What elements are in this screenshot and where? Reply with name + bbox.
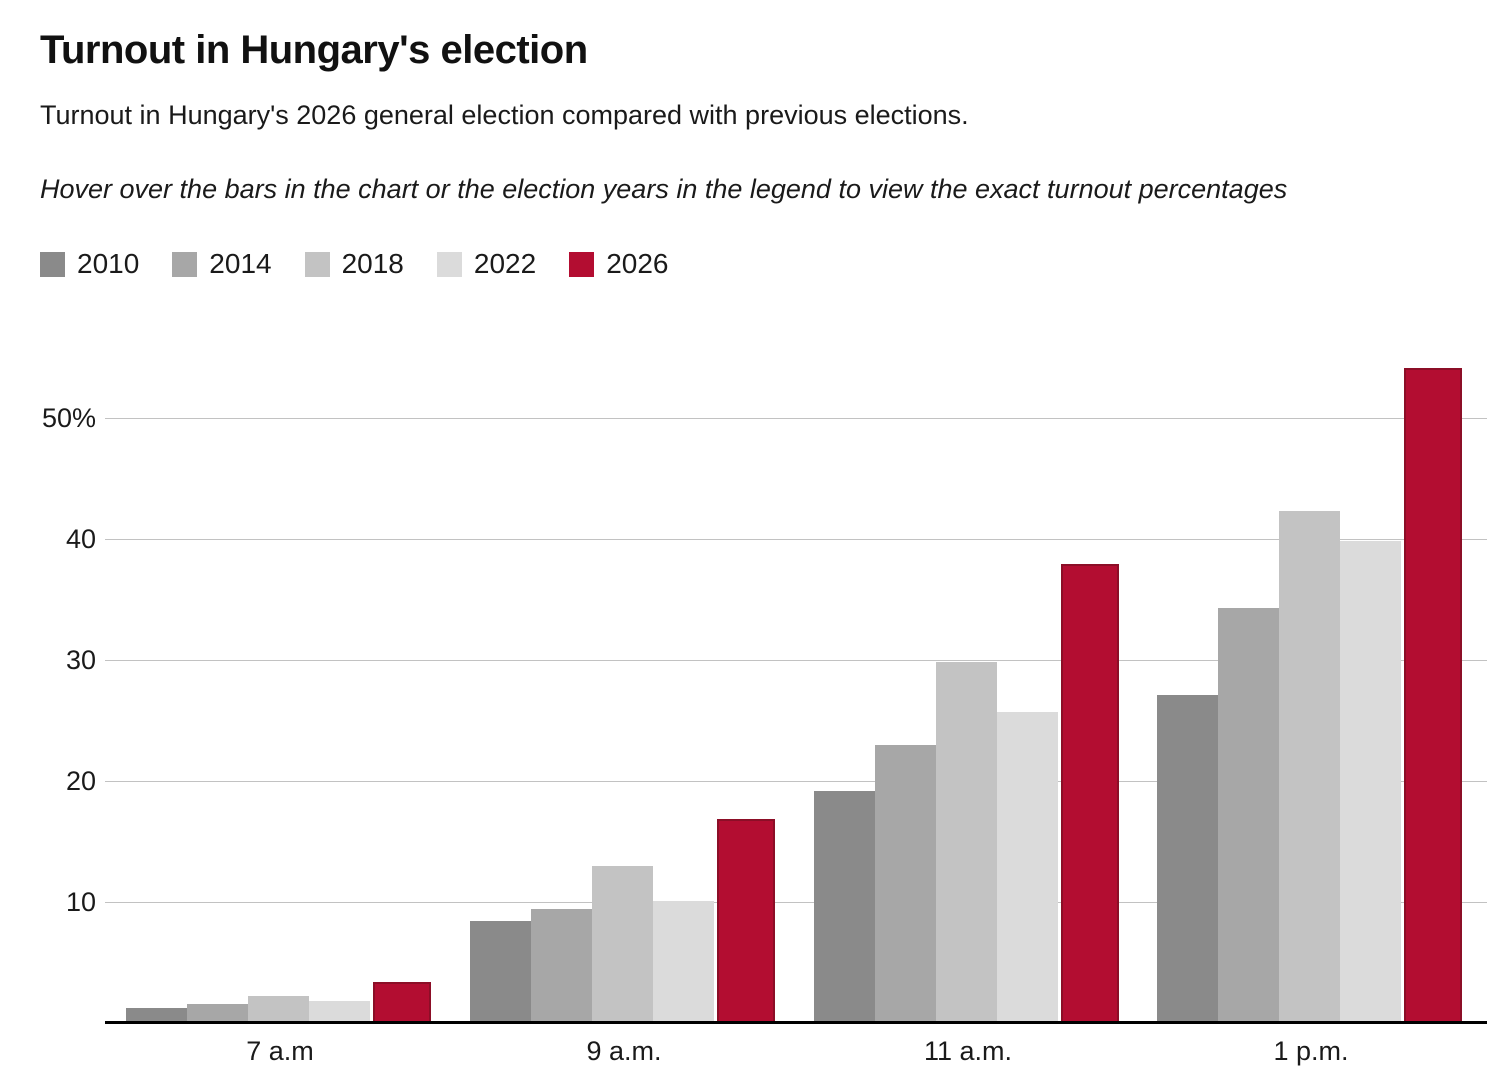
bar-2026-1pm[interactable]	[1404, 368, 1462, 1023]
bar-2018-9am[interactable]	[592, 865, 653, 1023]
gridline-20	[105, 780, 1487, 782]
bar-2010-11am[interactable]	[814, 790, 875, 1023]
legend-swatch-2018	[304, 251, 330, 277]
legend-item-2010[interactable]: 2010	[40, 248, 139, 280]
bar-2014-9am[interactable]	[531, 909, 592, 1023]
x-axis-label: 1 p.m.	[1273, 1036, 1349, 1066]
legend-item-2022[interactable]: 2022	[436, 248, 537, 280]
y-axis-tick-label: 20	[65, 766, 96, 796]
chart-subtitle: Turnout in Hungary's 2026 general electi…	[40, 100, 969, 130]
bar-2018-1pm[interactable]	[1279, 511, 1340, 1023]
bar-2018-7am[interactable]	[248, 996, 309, 1023]
y-axis-tick-label: 10	[65, 887, 96, 917]
legend-item-2014[interactable]: 2014	[172, 248, 272, 280]
legend-label: 2014	[209, 248, 272, 279]
bar-2022-1pm[interactable]	[1340, 541, 1401, 1023]
legend-label: 2022	[473, 248, 537, 279]
bar-2022-11am[interactable]	[997, 712, 1058, 1023]
y-axis-tick-label: 50%	[41, 403, 96, 433]
bar-2022-7am[interactable]	[309, 1001, 370, 1023]
bar-2014-11am[interactable]	[875, 744, 936, 1023]
bar-2018-11am[interactable]	[936, 662, 997, 1023]
bar-2010-9am[interactable]	[470, 921, 531, 1023]
gridline-30	[105, 659, 1487, 661]
x-axis-line	[105, 1021, 1487, 1024]
chart-title: Turnout in Hungary's election	[40, 28, 588, 72]
hover-instruction: Hover over the bars in the chart or the …	[40, 174, 1288, 204]
bar-2026-7am[interactable]	[373, 981, 431, 1023]
gridline-10	[105, 901, 1487, 903]
bar-2026-11am[interactable]	[1061, 564, 1119, 1023]
x-axis-label: 11 a.m.	[923, 1036, 1013, 1066]
bar-2026-9am[interactable]	[717, 818, 775, 1023]
legend-item-2026[interactable]: 2026	[569, 248, 668, 280]
y-axis-tick-label: 40	[65, 524, 96, 554]
legend-swatch-2014	[172, 251, 198, 277]
x-axis-label: 9 a.m.	[586, 1036, 662, 1066]
y-axis-tick-label: 30	[65, 645, 96, 675]
gridline-40	[105, 538, 1487, 540]
legend-item-2018[interactable]: 2018	[304, 248, 404, 280]
legend: 2010 2014 2018 2022 2026	[40, 248, 701, 280]
bar-2014-7am[interactable]	[187, 1003, 248, 1023]
bar-2022-9am[interactable]	[653, 900, 714, 1023]
legend-label: 2010	[77, 248, 140, 279]
legend-swatch-2010	[40, 251, 65, 277]
bar-2010-1pm[interactable]	[1157, 695, 1218, 1023]
bar-2014-1pm[interactable]	[1218, 607, 1279, 1023]
legend-label: 2026	[606, 248, 669, 279]
legend-swatch-2026	[569, 251, 595, 277]
legend-swatch-2022	[436, 251, 462, 277]
legend-label: 2018	[341, 248, 404, 279]
gridline-50	[105, 417, 1487, 419]
x-axis-label: 7 a.m	[246, 1036, 314, 1066]
bar-2010-7am[interactable]	[126, 1008, 187, 1023]
